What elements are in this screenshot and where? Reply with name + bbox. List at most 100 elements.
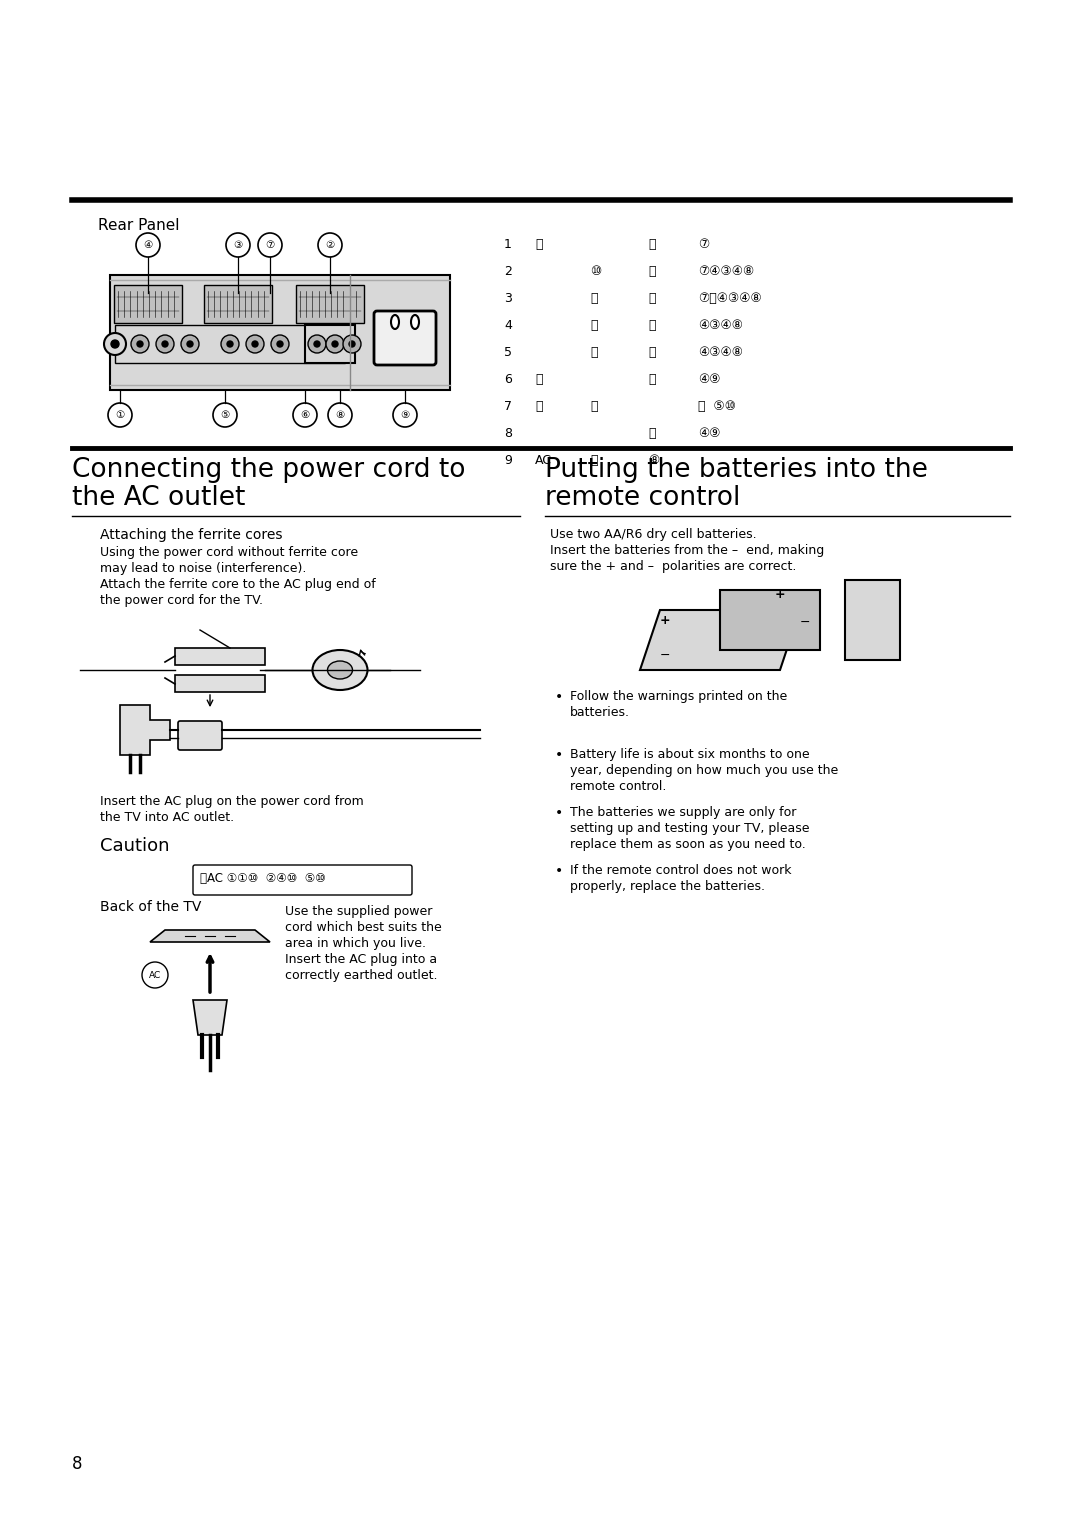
Polygon shape — [150, 931, 270, 941]
Polygon shape — [845, 581, 900, 660]
Text: remote control: remote control — [545, 484, 741, 510]
Text: 8: 8 — [504, 426, 512, 440]
Polygon shape — [193, 999, 227, 1034]
Text: ⑤: ⑤ — [220, 410, 230, 420]
Text: Connecting the power cord to: Connecting the power cord to — [72, 457, 465, 483]
Text: Putting the batteries into the: Putting the batteries into the — [545, 457, 928, 483]
Text: cord which best suits the: cord which best suits the — [285, 921, 442, 934]
Text: 2: 2 — [504, 264, 512, 278]
Text: ㉒: ㉒ — [648, 345, 656, 359]
Circle shape — [252, 341, 258, 347]
Polygon shape — [175, 675, 265, 692]
Text: 3: 3 — [504, 292, 512, 306]
Ellipse shape — [411, 315, 419, 329]
Text: 8: 8 — [72, 1455, 82, 1473]
Text: ④: ④ — [144, 240, 152, 251]
Circle shape — [131, 335, 149, 353]
Text: ⑧: ⑧ — [648, 454, 659, 468]
Text: Insert the AC plug on the power cord from: Insert the AC plug on the power cord fro… — [100, 795, 364, 808]
Circle shape — [246, 335, 264, 353]
Text: −: − — [800, 616, 810, 628]
Bar — [204, 286, 272, 322]
Text: ④③④⑧: ④③④⑧ — [698, 319, 743, 332]
Text: Follow the warnings printed on the: Follow the warnings printed on the — [570, 691, 787, 703]
Text: 4: 4 — [504, 319, 512, 332]
Circle shape — [104, 333, 126, 354]
Text: ㉒: ㉒ — [648, 292, 656, 306]
Text: Attaching the ferrite cores: Attaching the ferrite cores — [100, 529, 283, 542]
FancyBboxPatch shape — [193, 865, 411, 895]
Text: +: + — [774, 588, 785, 602]
Text: Ⓒ: Ⓒ — [590, 400, 597, 413]
Text: 7: 7 — [504, 400, 512, 413]
Circle shape — [156, 335, 174, 353]
Circle shape — [276, 341, 283, 347]
Text: Use the supplied power: Use the supplied power — [285, 905, 432, 918]
Text: •: • — [555, 749, 564, 762]
Polygon shape — [175, 648, 265, 665]
Text: Ⓒ: Ⓒ — [535, 400, 542, 413]
Text: ⑫: ⑫ — [590, 292, 597, 306]
Circle shape — [227, 341, 233, 347]
Text: ㉒: ㉒ — [590, 454, 597, 468]
Text: Back of the TV: Back of the TV — [100, 900, 201, 914]
Text: +: + — [660, 614, 671, 626]
Text: Rear Panel: Rear Panel — [98, 219, 179, 232]
Bar — [114, 286, 183, 322]
Ellipse shape — [312, 649, 367, 691]
Circle shape — [111, 341, 119, 348]
Text: ⑦: ⑦ — [266, 240, 274, 251]
Polygon shape — [640, 610, 800, 669]
Polygon shape — [720, 590, 820, 649]
FancyBboxPatch shape — [114, 325, 345, 364]
FancyBboxPatch shape — [374, 312, 436, 365]
Text: ⑧: ⑧ — [336, 410, 345, 420]
Circle shape — [349, 341, 355, 347]
Text: Caution: Caution — [100, 837, 170, 856]
Text: ⑨: ⑨ — [401, 410, 409, 420]
FancyBboxPatch shape — [178, 721, 222, 750]
Circle shape — [314, 341, 320, 347]
Text: Using the power cord without ferrite core: Using the power cord without ferrite cor… — [100, 545, 359, 559]
Text: correctly earthed outlet.: correctly earthed outlet. — [285, 969, 437, 983]
Text: ⑪: ⑪ — [590, 345, 597, 359]
Text: ⑩: ⑩ — [590, 264, 602, 278]
Text: replace them as soon as you need to.: replace them as soon as you need to. — [570, 837, 806, 851]
Text: ④③④⑧: ④③④⑧ — [698, 345, 743, 359]
FancyBboxPatch shape — [305, 325, 355, 364]
Text: batteries.: batteries. — [570, 706, 630, 720]
Text: The batteries we supply are only for: The batteries we supply are only for — [570, 805, 796, 819]
Circle shape — [326, 335, 345, 353]
Text: ⑦: ⑦ — [698, 238, 710, 251]
Circle shape — [343, 335, 361, 353]
Text: ⑦④③④⑧: ⑦④③④⑧ — [698, 264, 754, 278]
Ellipse shape — [391, 315, 399, 329]
Circle shape — [332, 341, 338, 347]
Circle shape — [308, 335, 326, 353]
Text: Battery life is about six months to one: Battery life is about six months to one — [570, 749, 810, 761]
Text: ㉒  ⑤⑩: ㉒ ⑤⑩ — [698, 400, 735, 413]
Text: 1: 1 — [504, 238, 512, 251]
Bar — [110, 275, 450, 390]
Bar — [296, 286, 364, 322]
Text: ④⑨: ④⑨ — [698, 373, 720, 387]
Text: ⑦⑫④③④⑧: ⑦⑫④③④⑧ — [698, 292, 761, 306]
Text: area in which you live.: area in which you live. — [285, 937, 426, 950]
Text: AC: AC — [535, 454, 552, 468]
Ellipse shape — [327, 662, 352, 678]
Text: ㉒AC ①①⑩  ②④⑩  ⑤⑩: ㉒AC ①①⑩ ②④⑩ ⑤⑩ — [200, 872, 326, 885]
Text: Insert the batteries from the –  end, making: Insert the batteries from the – end, mak… — [550, 544, 824, 558]
Circle shape — [187, 341, 193, 347]
Text: setting up and testing your TV, please: setting up and testing your TV, please — [570, 822, 810, 834]
Circle shape — [271, 335, 289, 353]
Text: Ⓐ: Ⓐ — [535, 238, 542, 251]
Circle shape — [221, 335, 239, 353]
Text: ㉒: ㉒ — [648, 319, 656, 332]
Text: the power cord for the TV.: the power cord for the TV. — [100, 594, 264, 607]
Text: 6: 6 — [504, 373, 512, 387]
Text: ㉒: ㉒ — [648, 426, 656, 440]
Text: ⑥: ⑥ — [300, 410, 310, 420]
Text: 9: 9 — [504, 454, 512, 468]
Text: Attach the ferrite core to the AC plug end of: Attach the ferrite core to the AC plug e… — [100, 578, 376, 591]
Text: ㉒: ㉒ — [648, 373, 656, 387]
